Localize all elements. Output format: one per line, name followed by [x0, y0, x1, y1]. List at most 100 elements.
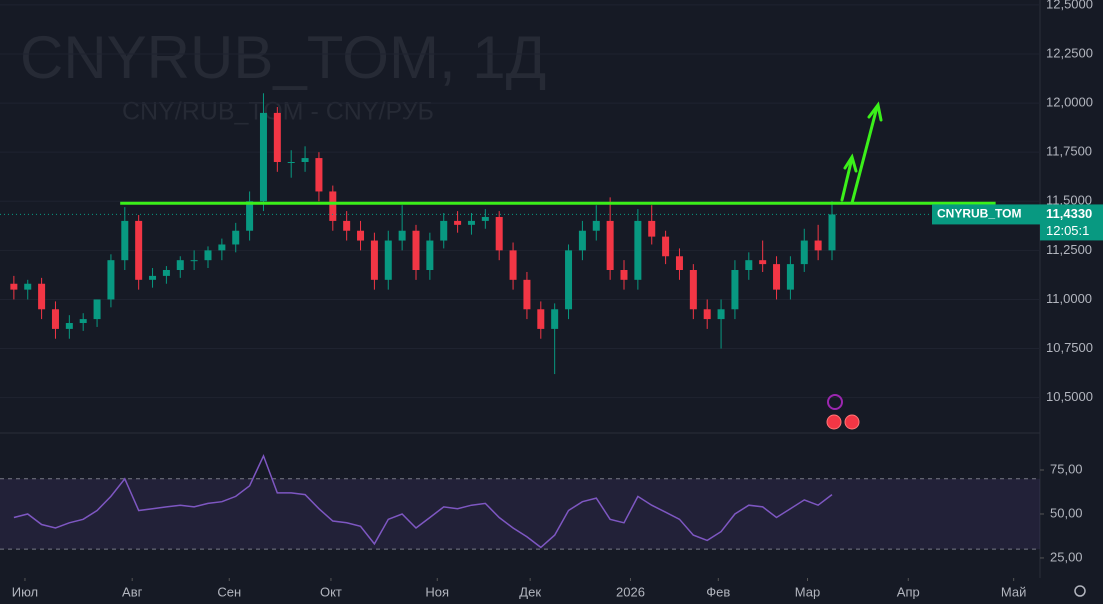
price-tag — [1040, 204, 1103, 241]
candle-body — [509, 250, 517, 280]
candle-body — [287, 162, 295, 163]
candle-body — [51, 309, 59, 329]
candle-body — [107, 260, 115, 300]
candle-body — [662, 236, 670, 257]
candle-body — [10, 283, 18, 290]
watermark: CNYRUB_TOM, 1Д — [20, 24, 546, 91]
candle-body — [481, 216, 489, 221]
candle-body — [343, 220, 351, 231]
y-tick-label: 25,00 — [1050, 549, 1083, 564]
candle-body — [689, 270, 697, 310]
price-tag-label: 11,4330 — [1046, 206, 1092, 221]
candle-body — [717, 309, 725, 320]
arrow-head — [843, 153, 858, 173]
candle-body — [620, 270, 628, 280]
candle-body — [218, 244, 226, 251]
candle-body — [24, 283, 32, 290]
x-tick-label: Сен — [217, 584, 241, 599]
x-tick-label: Авг — [122, 584, 143, 599]
candle-body — [38, 283, 46, 310]
x-tick-label: 2026 — [616, 584, 645, 599]
event-icon[interactable] — [827, 394, 843, 410]
candle-body — [523, 279, 531, 310]
candle-body — [814, 240, 822, 251]
x-tick-label: Окт — [320, 584, 342, 599]
candle-body — [800, 240, 808, 265]
candle-body — [65, 323, 73, 329]
y-tick-label: 12,0000 — [1046, 95, 1093, 110]
arrows — [840, 101, 883, 205]
settings-icon[interactable] — [1074, 585, 1086, 597]
x-tick-label: Мар — [795, 584, 820, 599]
x-tick-label: Май — [1001, 584, 1026, 599]
x-tick-label: Ноя — [425, 584, 449, 599]
candle-body — [259, 112, 267, 202]
x-tick-label: Фев — [706, 584, 730, 599]
candle-body — [315, 158, 323, 192]
candle-body — [176, 260, 184, 270]
candle-body — [273, 112, 281, 162]
arrow-head — [867, 101, 883, 122]
candle-body — [828, 214, 836, 251]
candle-body — [745, 260, 753, 270]
y-tick-label: 11,5000 — [1046, 193, 1092, 208]
candle-body — [773, 264, 781, 290]
event-icon[interactable] — [844, 414, 860, 430]
event-icons[interactable] — [826, 394, 860, 430]
x-tick-label: Апр — [897, 584, 920, 599]
candle-body — [329, 191, 337, 221]
candle-body — [301, 158, 309, 162]
y-tick-label: 10,7500 — [1046, 340, 1093, 355]
y-tick-label: 11,2500 — [1046, 242, 1092, 257]
y-tick-label: 11,0000 — [1046, 291, 1092, 306]
candle-body — [135, 220, 143, 280]
candle-body — [440, 220, 448, 241]
candle-body — [551, 309, 559, 329]
candle-body — [162, 270, 170, 276]
candle-body — [565, 250, 573, 310]
candle-body — [703, 309, 711, 320]
candle-body — [93, 299, 101, 320]
y-tick-label: 10,5000 — [1046, 389, 1093, 404]
candle-body — [648, 220, 656, 237]
candle-body — [79, 319, 87, 324]
candle-body — [675, 256, 683, 270]
y-tick-label: 11,7500 — [1046, 144, 1092, 159]
candle-body — [537, 309, 545, 329]
candle-body — [398, 230, 406, 241]
arrow — [850, 105, 879, 205]
y-tick-label: 50,00 — [1050, 505, 1083, 520]
y-tick-label: 75,00 — [1050, 461, 1083, 476]
x-tick-label: Июл — [12, 584, 38, 599]
candle-body — [384, 240, 392, 280]
candle-body — [370, 240, 378, 280]
x-tick-label: Дек — [519, 584, 541, 599]
candle-body — [149, 275, 157, 280]
candle-body — [634, 220, 642, 280]
event-icon[interactable] — [826, 414, 842, 430]
candle-body — [578, 230, 586, 251]
rsi-line — [13, 453, 833, 549]
candle-body — [731, 270, 739, 310]
candle-body — [454, 220, 462, 225]
y-tick-label: 12,2500 — [1046, 45, 1093, 60]
candle-body — [412, 230, 420, 270]
candle-body — [467, 220, 475, 225]
candle-body — [495, 216, 503, 251]
candle-body — [232, 230, 240, 245]
candle-body — [190, 260, 198, 262]
candle-body — [592, 220, 600, 231]
candle-body — [759, 260, 767, 265]
y-tick-label: 12,5000 — [1046, 0, 1093, 11]
symbol-tag-label: CNYRUB_TOM — [937, 207, 1021, 221]
candle-body — [606, 220, 614, 270]
candle-body — [204, 250, 212, 261]
candle-body — [426, 240, 434, 270]
price-tag-time: 12:05:1 — [1046, 223, 1089, 238]
candle-body — [357, 230, 365, 241]
candle-body — [121, 220, 129, 261]
rsi-band — [0, 478, 1040, 550]
